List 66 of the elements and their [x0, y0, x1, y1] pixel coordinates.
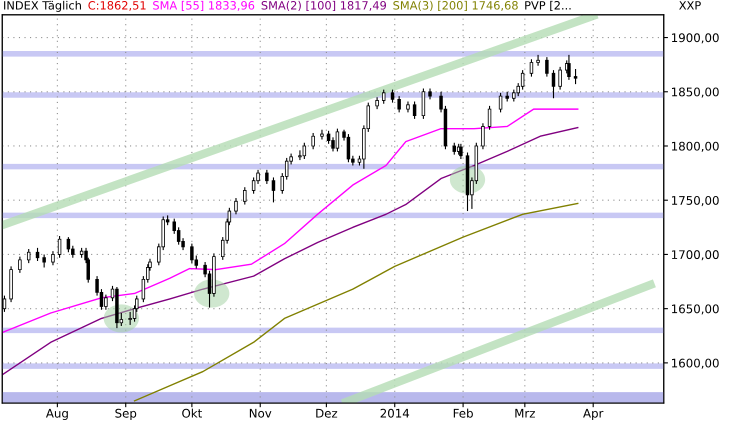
candlestick [326, 130, 330, 144]
candlestick [42, 254, 46, 268]
x-tick-label: Okt [182, 408, 202, 418]
text: SMA(3) [200] 1746,68 [393, 0, 518, 11]
candlestick [412, 100, 416, 120]
y-tick-label: 1700,00 [672, 250, 719, 260]
line-series [134, 202, 578, 402]
x-tick-label: Aug [46, 408, 68, 420]
candlestick [36, 247, 40, 262]
candlestick [272, 176, 276, 203]
y-tick-label: 1600,00 [672, 358, 719, 369]
y-tick-label: 1800,00 [672, 142, 719, 152]
text: C:1862,51 [88, 1, 146, 11]
x-tick-label: Mrz [515, 408, 535, 418]
text: SMA(2) [100] 1817,49 [262, 0, 386, 11]
y-tick-label: 1750,00 [672, 196, 719, 206]
candlestick [66, 236, 70, 253]
text: PVP [2... [525, 0, 571, 11]
candlestick [346, 134, 350, 163]
x-tick-label: Nov [250, 408, 272, 418]
candlestick [397, 96, 401, 113]
y-tick-label: 1900,00 [672, 33, 719, 44]
candlestick [536, 54, 540, 66]
candlestick [452, 142, 456, 156]
line-series [2, 108, 578, 334]
candlestick [58, 235, 62, 258]
candlestick [422, 88, 426, 120]
text: XXP [679, 1, 701, 10]
x-tick-label: Sep [115, 408, 136, 420]
candlestick [298, 150, 302, 161]
candlestick [481, 122, 485, 150]
x-tick-label: 2014 [380, 408, 410, 418]
candlestick [311, 132, 315, 150]
candlestick [406, 100, 410, 113]
candlestick [498, 92, 502, 113]
x-tick-label: Apr [583, 408, 604, 420]
candlestick [488, 105, 492, 130]
candlestick [428, 88, 432, 100]
candlestick [558, 66, 562, 90]
candlestick [18, 256, 22, 274]
candlestick [520, 70, 524, 90]
candlestick [567, 54, 571, 80]
x-tick-label: Feb [454, 408, 473, 418]
candlestick [51, 250, 55, 266]
y-tick-label: 1850,00 [672, 87, 719, 98]
candlestick [505, 91, 509, 102]
candlestick [459, 143, 463, 160]
chart-title: INDEX Täglich [4, 0, 81, 12]
candlestick [243, 186, 247, 206]
text: SMA [55] 1833,96 [153, 0, 254, 11]
candlestick [545, 56, 549, 78]
candlestick [265, 169, 269, 184]
y-tick-label: 1650,00 [672, 304, 719, 315]
candlestick [530, 58, 534, 78]
candlestick [574, 68, 578, 85]
candlestick [234, 197, 238, 215]
candlestick [375, 96, 379, 110]
candlestick [512, 89, 516, 102]
candlestick [382, 89, 386, 104]
candlestick [190, 243, 194, 264]
candlestick [320, 129, 324, 140]
x-tick-label: Dez [316, 408, 338, 418]
line-series [2, 126, 578, 376]
candlestick [26, 248, 30, 264]
candlestick [390, 89, 394, 104]
candlestick [336, 128, 340, 152]
